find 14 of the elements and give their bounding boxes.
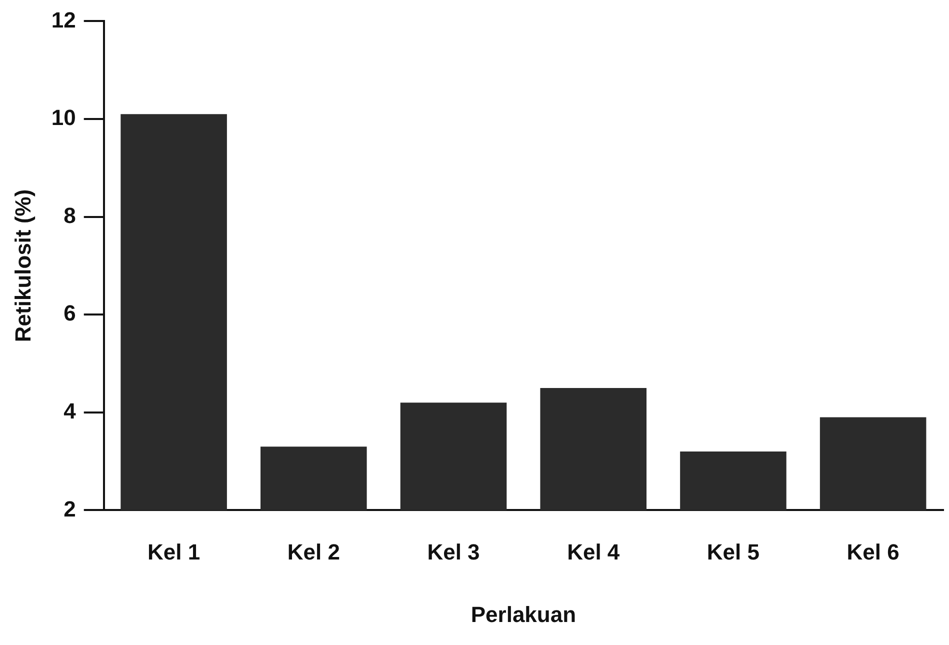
x-tick-label: Kel 1 (148, 539, 200, 564)
y-axis-title: Retikulosit (%) (10, 189, 36, 342)
x-tick-label: Kel 2 (287, 539, 340, 564)
x-tick-label: Kel 4 (567, 539, 620, 564)
x-tick-label: Kel 3 (427, 539, 480, 564)
y-tick-label: 4 (64, 398, 77, 424)
x-tick-label: Kel 6 (846, 539, 900, 564)
x-tick-label: Kel 5 (706, 539, 760, 564)
y-tick-label: 12 (51, 7, 76, 32)
y-tick-label: 10 (51, 105, 76, 130)
y-tick-label: 6 (64, 300, 76, 326)
y-tick-label: 2 (64, 496, 76, 522)
y-tick-label: 8 (64, 202, 76, 228)
x-axis-title: Perlakuan (470, 602, 576, 627)
